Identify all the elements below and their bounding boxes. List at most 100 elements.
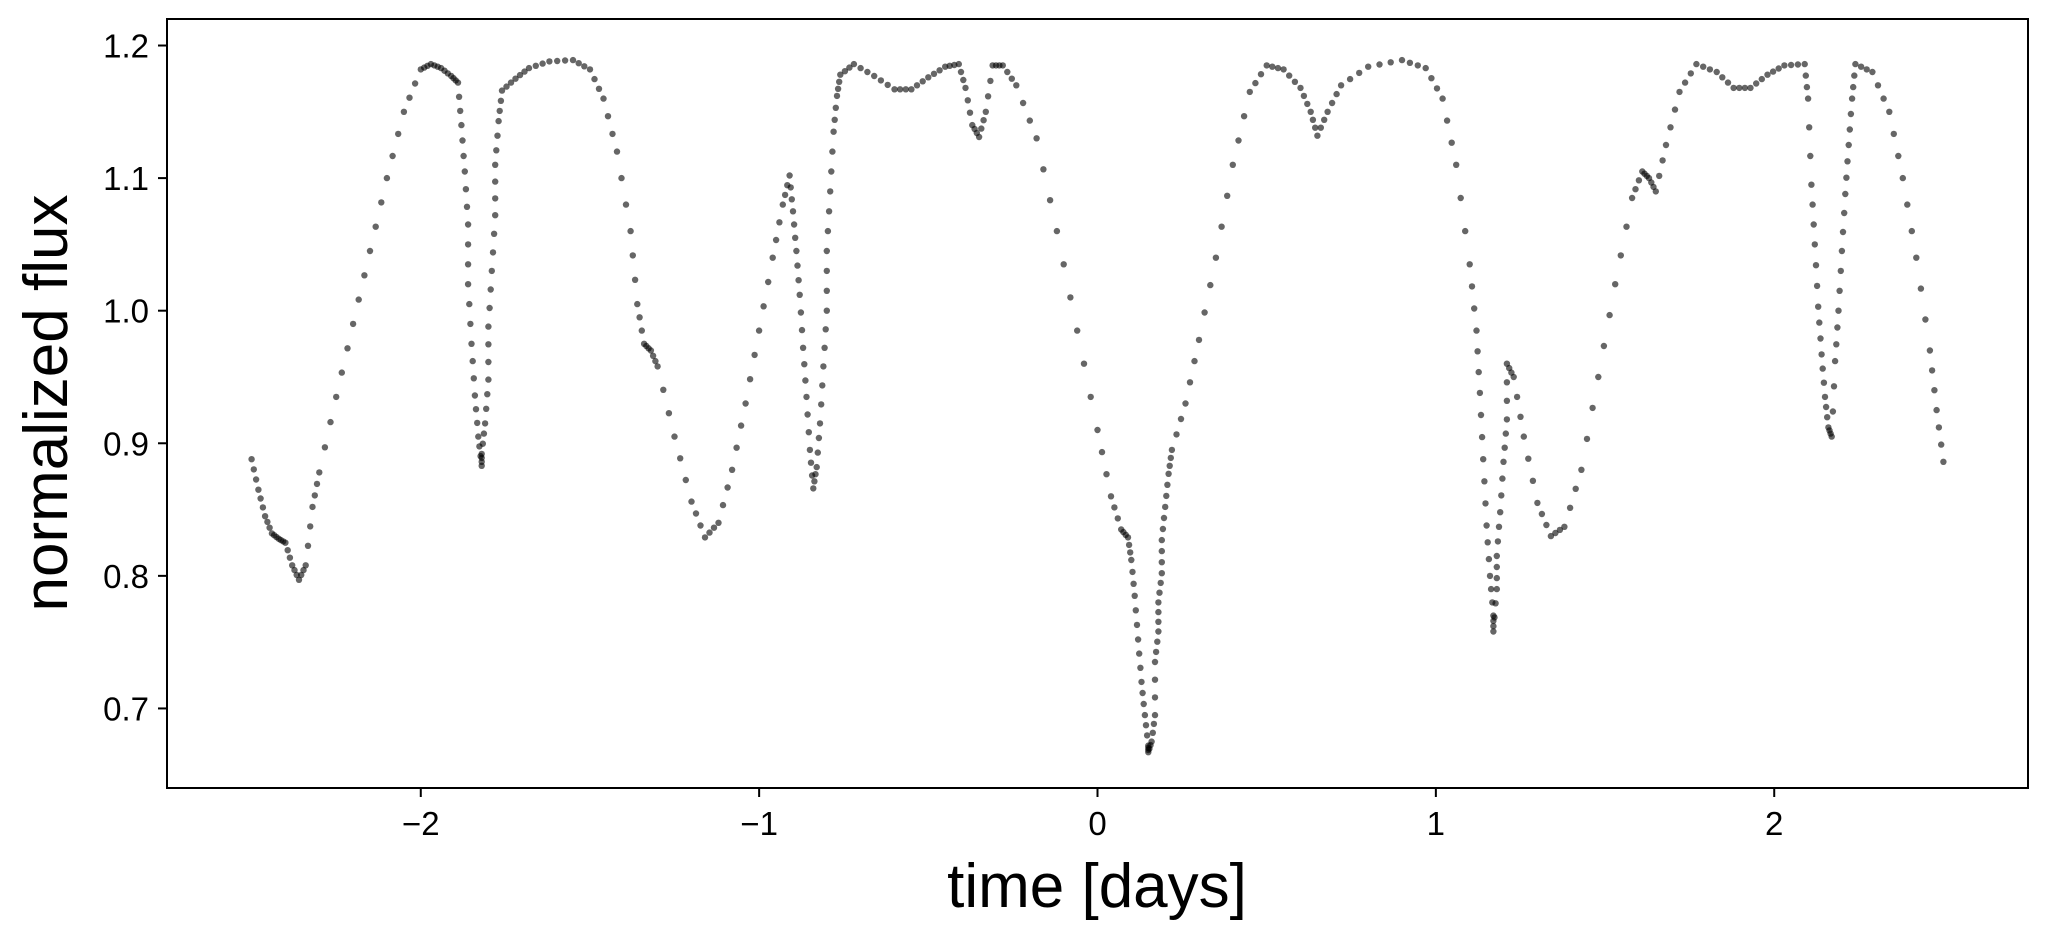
data-point	[1821, 393, 1829, 401]
data-point	[327, 418, 334, 426]
data-point	[1495, 523, 1503, 530]
data-point	[797, 309, 805, 316]
data-point	[1623, 223, 1630, 230]
data-point	[471, 392, 479, 399]
data-point	[810, 485, 817, 492]
data-point	[1328, 99, 1336, 107]
data-point	[634, 300, 641, 308]
data-point	[1758, 75, 1766, 83]
data-point	[497, 97, 505, 105]
data-point	[1874, 82, 1882, 89]
data-point	[486, 304, 493, 312]
data-point	[1141, 711, 1149, 719]
data-point	[1482, 500, 1489, 507]
data-point	[1863, 66, 1870, 73]
data-point	[786, 172, 793, 179]
y-tick-label: 0.7	[103, 690, 149, 727]
data-point	[291, 566, 298, 574]
data-point	[259, 504, 267, 511]
data-point	[1140, 700, 1147, 708]
data-points	[248, 56, 1947, 756]
data-point	[1525, 455, 1532, 462]
data-point	[1847, 110, 1855, 118]
data-point	[1136, 650, 1143, 657]
data-point	[737, 422, 745, 429]
data-point	[795, 277, 802, 284]
data-point	[1517, 413, 1524, 420]
data-point	[1775, 65, 1782, 72]
data-point	[1513, 393, 1521, 401]
data-point	[1155, 608, 1162, 616]
data-point	[480, 430, 488, 437]
data-point	[724, 484, 731, 491]
data-point	[864, 68, 871, 76]
data-point	[850, 60, 858, 68]
data-point	[1566, 504, 1574, 511]
data-point	[1490, 628, 1497, 635]
data-point	[361, 272, 368, 279]
data-point	[1764, 71, 1771, 78]
data-point	[1835, 307, 1842, 314]
data-point	[460, 152, 467, 160]
data-point	[1890, 130, 1898, 138]
data-point	[802, 377, 809, 384]
data-point	[1481, 478, 1488, 485]
x-tick-label: −2	[402, 805, 440, 842]
data-point	[1804, 95, 1812, 102]
data-point	[710, 524, 718, 531]
data-point	[1719, 74, 1726, 81]
y-axis-ticks: 0.7 0.8 0.9 1.0 1.1 1.2	[103, 28, 167, 727]
data-point	[1224, 192, 1231, 199]
data-point	[1869, 68, 1876, 76]
data-point	[378, 199, 385, 206]
data-point	[492, 178, 499, 185]
data-point	[793, 247, 800, 255]
data-point	[455, 93, 463, 101]
data-point	[1583, 435, 1591, 443]
data-point	[1462, 227, 1469, 235]
data-point	[1503, 397, 1511, 404]
data-point	[1346, 75, 1354, 83]
data-point	[1474, 348, 1481, 355]
data-point	[1816, 319, 1823, 326]
data-point	[1337, 82, 1345, 89]
data-point	[459, 137, 466, 144]
data-point	[1491, 614, 1498, 621]
data-point	[1922, 316, 1929, 323]
data-point	[1333, 90, 1340, 98]
data-point	[1831, 357, 1839, 365]
data-point	[525, 64, 533, 72]
data-point	[472, 406, 480, 413]
data-point	[823, 287, 830, 294]
data-point	[311, 492, 318, 499]
data-point	[1240, 113, 1248, 120]
data-point	[1324, 108, 1331, 116]
data-point	[484, 391, 491, 398]
data-point	[1503, 416, 1511, 423]
data-point	[1151, 676, 1159, 683]
data-point	[828, 168, 835, 175]
data-point	[1483, 522, 1490, 529]
data-point	[498, 87, 506, 94]
data-point	[1809, 201, 1816, 208]
data-point	[834, 85, 842, 93]
data-point	[1935, 424, 1943, 431]
data-point	[1263, 62, 1270, 69]
data-point	[1124, 534, 1132, 541]
data-point	[1806, 124, 1813, 131]
data-point	[1612, 281, 1619, 288]
data-point	[1087, 393, 1094, 401]
data-point	[788, 196, 795, 203]
data-point	[1128, 556, 1135, 564]
data-point	[295, 576, 303, 583]
data-point	[1503, 379, 1511, 386]
data-point	[1111, 504, 1118, 511]
data-point	[622, 201, 630, 208]
data-point	[1139, 689, 1146, 697]
data-point	[1098, 448, 1106, 456]
data-point	[1693, 60, 1700, 68]
data-point	[1138, 678, 1145, 686]
data-point	[1713, 68, 1720, 76]
data-point	[1269, 63, 1276, 70]
data-point	[1107, 493, 1115, 500]
